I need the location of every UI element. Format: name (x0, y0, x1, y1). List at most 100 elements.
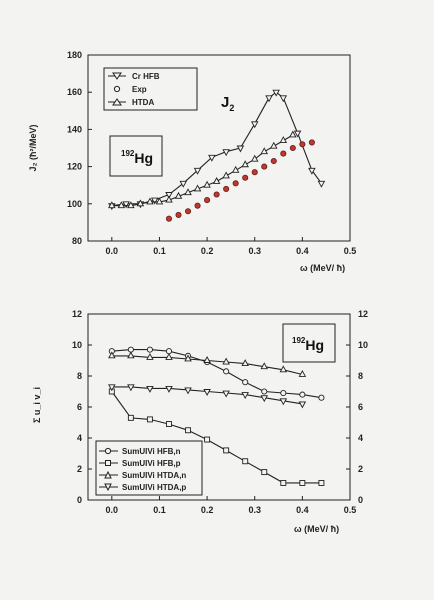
y-tick-label: 0 (77, 495, 82, 505)
data-point (280, 389, 287, 397)
data-point (241, 359, 249, 367)
data-point (299, 391, 306, 398)
legend-label-htda-n: SumUIVi HTDA,n (122, 471, 186, 480)
legend-marker-htda-p (104, 483, 112, 492)
legend-label-htda-p: SumUIVi HTDA,p (122, 483, 186, 492)
data-point (203, 389, 211, 396)
nucleus-box (109, 135, 163, 177)
y-tick-label: 140 (67, 124, 82, 134)
data-point (213, 191, 220, 198)
data-point (261, 388, 268, 395)
y-tick-label: 8 (77, 371, 82, 381)
data-point (222, 149, 230, 157)
x-tick-label: 0.0 (106, 246, 119, 256)
x-tick-label: 0.3 (248, 246, 261, 256)
series-sumuivi-htda-n (108, 351, 307, 377)
data-point (179, 180, 188, 188)
data-point (146, 346, 153, 353)
data-point (260, 147, 269, 155)
data-point (241, 392, 249, 400)
data-point (204, 436, 211, 443)
series-sumuivi-htda-p (108, 384, 307, 409)
right-y-tick-label: 0 (358, 495, 363, 505)
y-axis-label: J₂ (ħ²/MeV) (28, 124, 38, 171)
data-point (127, 351, 135, 359)
nucleus-box (282, 323, 336, 363)
data-point (260, 362, 269, 370)
plot-frame (87, 54, 351, 242)
legend: Cr HFB Exp HTDA (103, 67, 198, 111)
data-point (279, 398, 288, 406)
data-point (236, 145, 245, 153)
data-point (222, 171, 230, 179)
tick-group: 0.0 0.1 0.2 0.3 0.4 0.5 80 100 120 140 160 180 (67, 50, 356, 256)
data-point (203, 180, 211, 188)
data-point (272, 89, 280, 97)
data-point (270, 157, 277, 165)
data-point (250, 121, 259, 129)
data-point (308, 167, 316, 175)
right-y-tick-label: 4 (358, 433, 363, 443)
x-tick-label: 0.5 (344, 246, 357, 256)
data-point (242, 379, 249, 386)
legend-marker-cr-hfb (112, 72, 122, 80)
data-point (298, 401, 307, 409)
series-group (108, 89, 326, 222)
data-point (299, 480, 306, 486)
data-point (127, 414, 134, 421)
data-point (204, 197, 211, 204)
legend-marker-hfb-n (104, 447, 112, 455)
data-point (108, 351, 116, 359)
y-tick-label: 4 (77, 433, 82, 443)
data-point (208, 154, 216, 162)
data-point (165, 352, 173, 360)
legend-marker-exp (113, 85, 121, 93)
series-sumuivi-hfb-p (108, 388, 325, 486)
data-point (146, 385, 154, 393)
data-point (155, 197, 164, 205)
series-sumuivi-hfb-n (108, 346, 325, 401)
legend-label-hfb-n: SumUIVi HFB,n (122, 447, 181, 456)
x-tick-label: 0.1 (153, 246, 166, 256)
data-point (280, 480, 287, 486)
data-point (260, 395, 269, 403)
legend-marker-hfb-p (105, 460, 111, 466)
data-point (289, 144, 296, 152)
data-point (127, 384, 135, 392)
y-tick-label: 100 (67, 199, 82, 209)
x-axis-label: ω (MeV/ ħ) (300, 263, 345, 273)
data-point (317, 180, 326, 188)
data-point (242, 174, 249, 181)
data-point (108, 384, 116, 392)
y-tick-label: 180 (67, 50, 82, 60)
data-point (222, 357, 230, 365)
data-point (166, 421, 172, 427)
series-line (111, 134, 294, 207)
data-point (270, 141, 278, 149)
y-tick-label: 2 (77, 464, 82, 474)
data-point (318, 394, 325, 401)
legend: SumUIVi HFB,n SumUIVi HFB,p SumUIVi HTDA… (95, 440, 203, 496)
y-tick-label: 160 (67, 87, 82, 97)
data-point (241, 160, 249, 168)
x-tick-label: 0.1 (153, 505, 166, 515)
x-tick-label: 0.5 (344, 505, 357, 515)
data-point (146, 352, 154, 360)
data-point (231, 165, 240, 173)
data-point (223, 185, 230, 192)
data-point (222, 390, 230, 398)
right-y-tick-label: 12 (358, 309, 368, 319)
data-point (308, 139, 315, 146)
right-y-tick-label: 6 (358, 402, 363, 412)
legend-marker-htda (112, 98, 122, 106)
data-point (193, 167, 202, 175)
y-tick-label: 120 (67, 162, 82, 172)
x-tick-label: 0.2 (201, 505, 214, 515)
data-point (184, 188, 192, 196)
y-tick-label: 10 (72, 340, 82, 350)
data-point (127, 201, 135, 209)
data-point (146, 416, 153, 423)
data-point (165, 192, 173, 199)
j2-chart: 0.0 0.1 0.2 0.3 0.4 0.5 80 100 120 140 160 180 Cr H… (28, 50, 356, 273)
